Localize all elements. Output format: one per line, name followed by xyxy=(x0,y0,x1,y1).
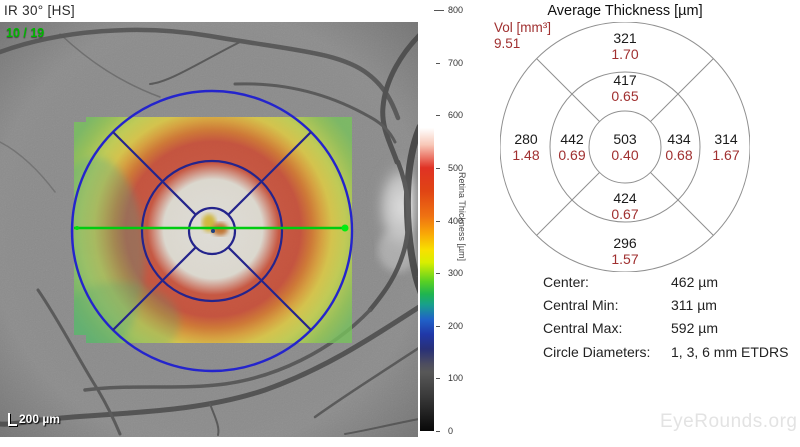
colorbar-tick xyxy=(436,63,440,64)
colorbar-tick-label: 800 xyxy=(448,5,464,15)
frame-counter: 10 / 19 xyxy=(6,26,45,40)
stat-circle-diameters-value: 1, 3, 6 mm ETDRS xyxy=(671,344,789,360)
colorbar-tick xyxy=(436,221,440,222)
etdrs-diagram xyxy=(500,22,750,272)
colorbar-tick-label: 500 xyxy=(448,163,464,173)
volume-legend-label: Vol [mm³] xyxy=(494,20,552,35)
ir-mode-label: IR 30° [HS] xyxy=(4,3,75,18)
colorbar-tick xyxy=(436,431,440,432)
sector-inner-superior: 417 0.65 xyxy=(611,72,639,104)
colorbar-tick-label: 200 xyxy=(448,321,464,331)
colorbar-tick-label: 600 xyxy=(448,110,464,120)
scale-bar-mark-icon xyxy=(8,413,17,426)
sector-inner-nasal: 442 0.69 xyxy=(558,131,586,163)
image-scale-bar: 200 µm xyxy=(8,412,60,426)
colorbar-tick-label: 700 xyxy=(448,58,464,68)
stat-circle-diameters-label: Circle Diameters: xyxy=(543,344,651,360)
diagram-inner-circle xyxy=(588,110,662,184)
colorbar-tick-label: 300 xyxy=(448,268,464,278)
retinal-vessels xyxy=(0,24,434,436)
diagram-middle-circle xyxy=(549,71,701,223)
sector-outer-temporal: 314 1.67 xyxy=(712,131,740,163)
volume-legend-value: 9.51 xyxy=(494,36,521,51)
colorbar-axis-label: Retina Thickness [µm] xyxy=(457,172,467,262)
sector-outer-inferior: 296 1.57 xyxy=(611,235,639,267)
colorbar-tick xyxy=(436,168,440,169)
sector-outer-nasal: 280 1.48 xyxy=(512,131,540,163)
stat-central-max-label: Central Max: xyxy=(543,320,623,336)
colorbar-tick-label: 0 xyxy=(448,426,454,436)
stat-central-max-value: 592 µm xyxy=(671,320,718,336)
colorbar-tick xyxy=(436,378,440,379)
colorbar-tick-label: 400 xyxy=(448,216,464,226)
fovea-center-dot xyxy=(211,229,215,233)
stat-center-value: 462 µm xyxy=(671,274,718,290)
watermark: EyeRounds.org xyxy=(660,411,798,432)
colorbar-tick xyxy=(434,10,444,11)
etdrs-diagonals xyxy=(112,131,312,331)
colorbar-tick xyxy=(436,326,440,327)
stat-central-min-value: 311 µm xyxy=(671,297,717,313)
fundus-ir-image xyxy=(0,22,439,437)
sector-central: 503 0.40 xyxy=(611,131,639,163)
volume-legend: Vol [mm³] 9.51 xyxy=(494,20,551,52)
etdrs-inner-circle xyxy=(187,206,237,256)
scale-bar-label: 200 µm xyxy=(19,412,60,426)
sector-outer-superior: 321 1.70 xyxy=(611,30,639,62)
colorbar-tick xyxy=(436,115,440,116)
average-thickness-title: Average Thickness [µm] xyxy=(547,3,703,19)
etdrs-grid-overlay xyxy=(70,89,354,373)
sector-inner-inferior: 424 0.67 xyxy=(611,190,639,222)
etdrs-middle-circle xyxy=(140,159,284,303)
stat-center-label: Center: xyxy=(543,274,589,290)
thickness-color-scale xyxy=(420,10,434,431)
fundus-rendering xyxy=(0,22,439,437)
stat-central-min-label: Central Min: xyxy=(543,297,619,313)
etdrs-outer-circle xyxy=(70,89,354,373)
scan-line-marker xyxy=(341,224,349,232)
colorbar-tick-label: 100 xyxy=(448,373,464,383)
sector-inner-temporal: 434 0.68 xyxy=(665,131,693,163)
colorbar-tick xyxy=(436,273,440,274)
